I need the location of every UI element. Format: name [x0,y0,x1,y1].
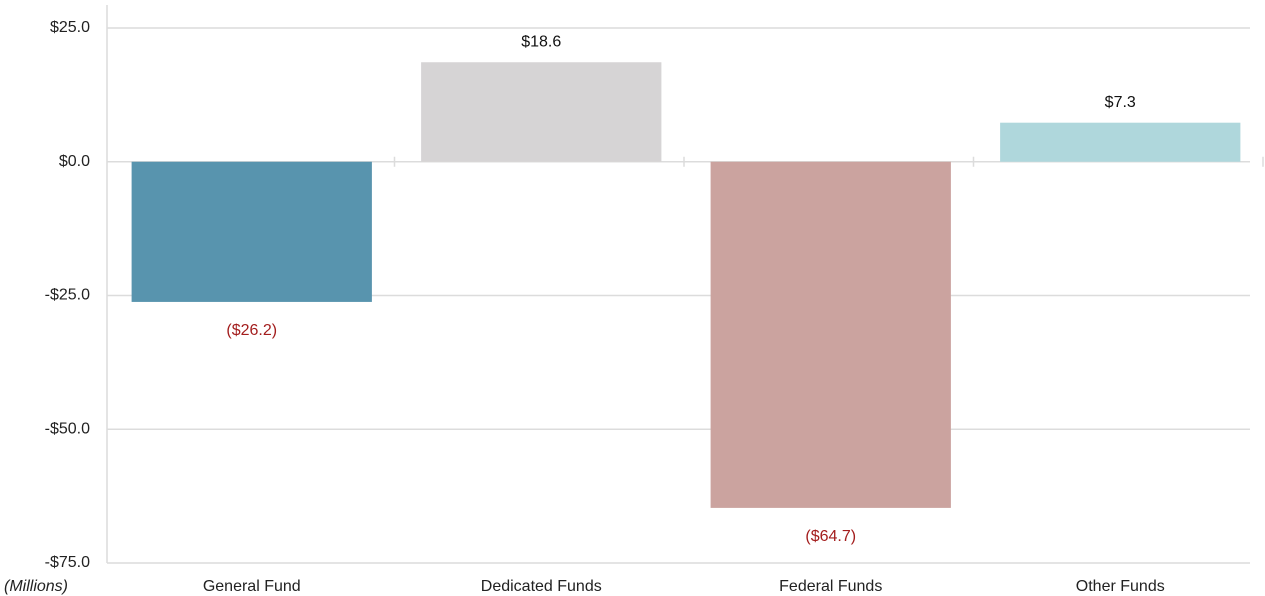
value-label: ($64.7) [805,528,856,545]
value-label: ($26.2) [226,322,277,339]
y-tick-label: $0.0 [59,153,90,170]
y-tick-label: -$25.0 [45,287,90,304]
x-tick-label: Federal Funds [779,578,882,595]
value-label: $18.6 [521,33,561,50]
bar [1000,122,1241,162]
x-tick-label: General Fund [203,578,301,595]
bar [131,161,372,302]
value-label: $7.3 [1105,94,1136,111]
x-tick-label: Dedicated Funds [481,578,602,595]
bar [710,161,951,508]
y-axis-label: (Millions) [4,578,68,595]
y-tick-label: -$75.0 [45,554,90,571]
bar [421,62,662,162]
x-tick-label: Other Funds [1076,578,1165,595]
y-tick-label: -$50.0 [45,420,90,437]
y-tick-label: $25.0 [50,19,90,36]
